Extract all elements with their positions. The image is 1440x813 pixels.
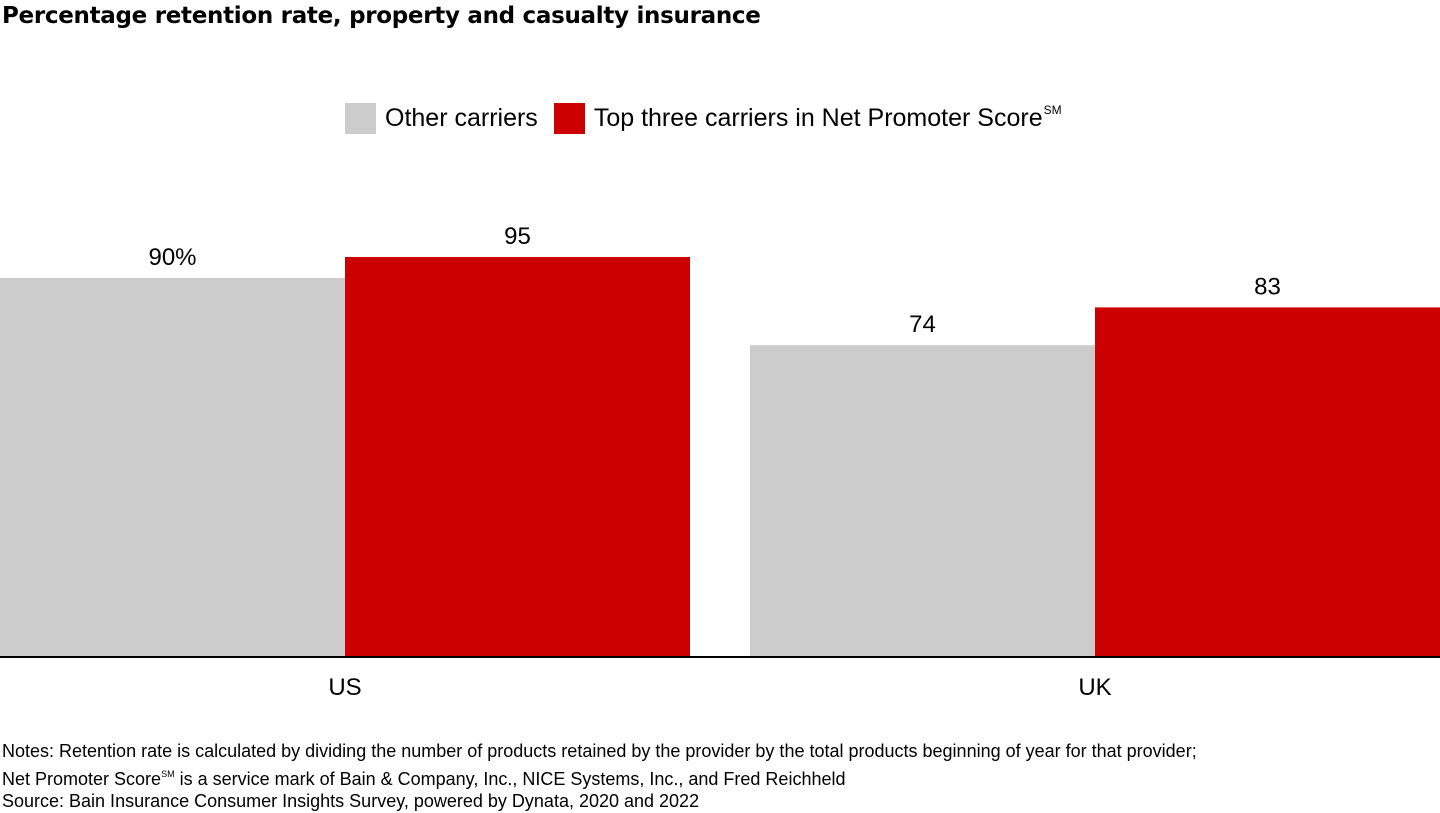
legend-swatch-top-three-carriers (553, 102, 585, 134)
notes-line-2: Net Promoter ScoreSM is a service mark o… (2, 768, 846, 789)
bar-uk-top-three-carriers (1095, 307, 1440, 656)
bar-us-top-three-carriers (345, 257, 690, 656)
notes-service-mark-superscript: SM (161, 768, 175, 779)
chart-title: Percentage retention rate, property and … (2, 3, 761, 29)
legend-item-other-carriers: Other carriers (345, 102, 538, 134)
data-label-uk-top-three-carriers: 83 (1254, 273, 1281, 300)
bar-us-other-carriers (0, 278, 345, 656)
service-mark-superscript: SM (1043, 103, 1062, 117)
x-tick-label-uk: UK (1078, 674, 1111, 701)
data-label-us-other-carriers: 90% (148, 244, 196, 271)
legend-label-other-carriers: Other carriers (385, 103, 538, 132)
x-tick-label-us: US (328, 674, 361, 701)
legend-label-top-three-carriers: Top three carriers in Net Promoter Score… (593, 103, 1062, 132)
legend-item-top-three-carriers: Top three carriers in Net Promoter Score… (553, 102, 1062, 134)
source-line: Source: Bain Insurance Consumer Insights… (2, 791, 700, 811)
legend-swatch-other-carriers (345, 102, 376, 134)
chart-notes: Notes: Retention rate is calculated by d… (2, 740, 1197, 813)
data-label-uk-other-carriers: 74 (909, 311, 936, 338)
bar-uk-other-carriers (750, 345, 1095, 656)
notes-line-1: Notes: Retention rate is calculated by d… (2, 741, 1197, 761)
chart-legend: Other carriers Top three carriers in Net… (345, 102, 1078, 134)
data-label-us-top-three-carriers: 95 (504, 223, 531, 250)
